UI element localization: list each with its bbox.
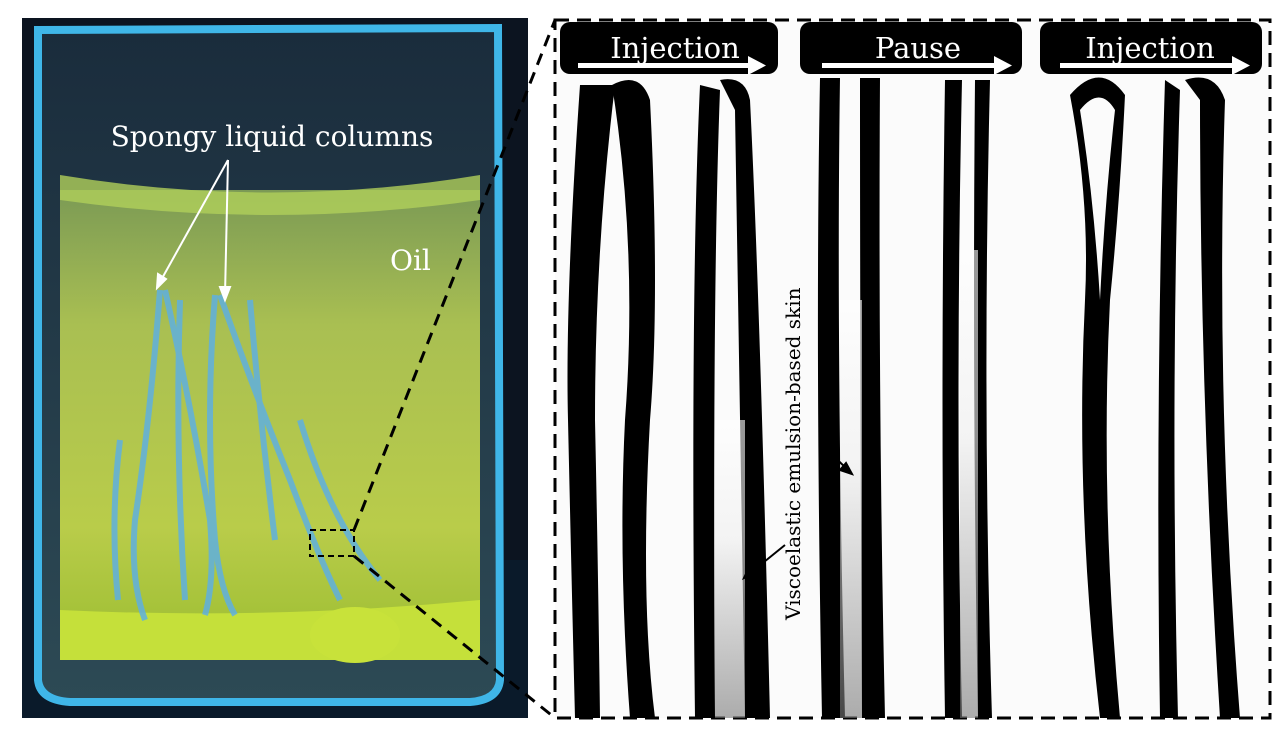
tab-injection-1 — [560, 22, 778, 74]
connector-line-top — [352, 19, 557, 531]
label-oil: Oil — [390, 244, 431, 277]
label-spongy-columns: Spongy liquid columns — [111, 120, 434, 153]
phase-label: Injection — [1085, 31, 1215, 65]
label-skin: Viscoelastic emulsion-based skin — [781, 287, 805, 621]
tab-pause — [800, 22, 1022, 74]
zoom-box — [309, 529, 355, 557]
tab-injection-2 — [1040, 22, 1262, 74]
skin-callout — [741, 444, 855, 580]
phase-tabs: Injection Pause Injection — [560, 22, 1262, 75]
arrow-icon — [578, 56, 1250, 75]
container-photo: Spongy liquid columns Oil — [22, 18, 528, 718]
phase-label: Pause — [875, 31, 961, 65]
phase-label: Injection — [610, 31, 740, 65]
callout-arrows — [155, 159, 232, 303]
connector-line-bottom — [353, 554, 556, 720]
micrograph-panel: Injection Pause Injection Viscoelastic e… — [553, 18, 1272, 720]
liquid-columns — [111, 289, 383, 622]
